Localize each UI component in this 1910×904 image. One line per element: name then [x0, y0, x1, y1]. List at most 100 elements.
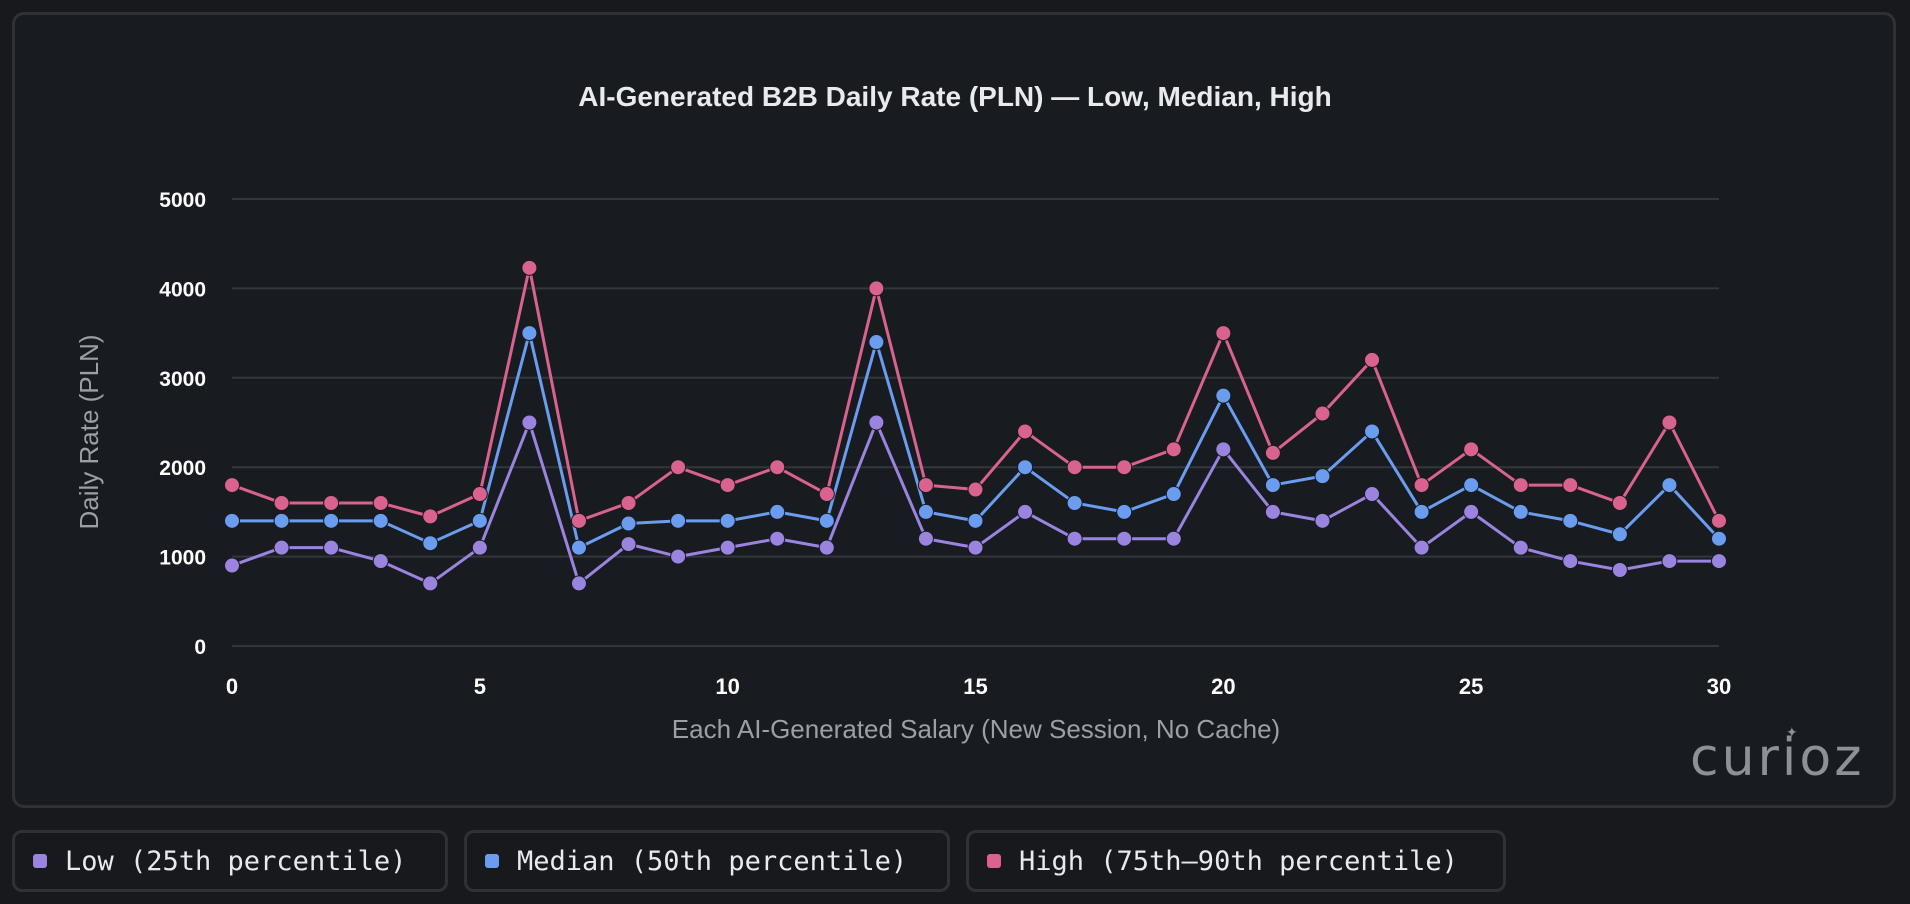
data-point-s2-27[interactable] [1562, 477, 1579, 494]
data-point-s1-15[interactable] [967, 512, 984, 529]
data-point-s0-27[interactable] [1562, 553, 1579, 570]
data-point-s0-2[interactable] [323, 539, 340, 556]
data-point-s2-6[interactable] [521, 259, 538, 276]
data-point-s1-26[interactable] [1512, 503, 1529, 520]
data-point-s1-6[interactable] [521, 325, 538, 342]
data-point-s1-28[interactable] [1611, 526, 1628, 543]
data-point-s1-19[interactable] [1165, 486, 1182, 503]
data-point-s0-4[interactable] [422, 575, 439, 592]
data-point-s0-1[interactable] [273, 539, 290, 556]
data-point-s2-17[interactable] [1066, 459, 1083, 476]
data-point-s1-18[interactable] [1116, 503, 1133, 520]
data-point-s0-26[interactable] [1512, 539, 1529, 556]
data-point-s0-14[interactable] [917, 530, 934, 547]
data-point-s2-26[interactable] [1512, 477, 1529, 494]
data-point-s2-14[interactable] [917, 477, 934, 494]
data-point-s2-23[interactable] [1364, 351, 1381, 368]
data-point-s1-12[interactable] [818, 512, 835, 529]
data-point-s1-23[interactable] [1364, 423, 1381, 440]
data-point-s2-25[interactable] [1463, 441, 1480, 458]
legend-item-low[interactable]: Low (25th percentile) [12, 830, 448, 892]
data-point-s0-5[interactable] [471, 539, 488, 556]
data-point-s0-19[interactable] [1165, 530, 1182, 547]
data-point-s1-20[interactable] [1215, 387, 1232, 404]
data-point-s1-10[interactable] [719, 512, 736, 529]
data-point-s0-24[interactable] [1413, 539, 1430, 556]
data-point-s0-29[interactable] [1661, 553, 1678, 570]
data-point-s2-19[interactable] [1165, 441, 1182, 458]
data-point-s0-10[interactable] [719, 539, 736, 556]
data-point-s1-24[interactable] [1413, 503, 1430, 520]
data-point-s0-28[interactable] [1611, 562, 1628, 579]
data-point-s0-16[interactable] [1017, 503, 1034, 520]
data-point-s0-0[interactable] [224, 557, 240, 574]
y-tick-label: 2000 [159, 457, 206, 480]
data-point-s2-9[interactable] [670, 459, 687, 476]
data-point-s1-8[interactable] [620, 515, 637, 532]
data-point-s0-11[interactable] [769, 530, 786, 547]
data-point-s1-25[interactable] [1463, 477, 1480, 494]
data-point-s2-0[interactable] [224, 477, 240, 494]
data-point-s1-13[interactable] [868, 334, 885, 351]
data-point-s2-4[interactable] [422, 508, 439, 525]
data-point-s2-30[interactable] [1711, 512, 1727, 529]
data-point-s0-7[interactable] [570, 575, 587, 592]
legend-item-high[interactable]: High (75th–90th percentile) [966, 830, 1506, 892]
data-point-s1-9[interactable] [670, 512, 687, 529]
data-point-s1-11[interactable] [769, 503, 786, 520]
data-point-s0-25[interactable] [1463, 503, 1480, 520]
data-point-s1-1[interactable] [273, 512, 290, 529]
data-point-s0-20[interactable] [1215, 441, 1232, 458]
data-point-s1-2[interactable] [323, 512, 340, 529]
data-point-s0-6[interactable] [521, 414, 538, 431]
legend-swatch-median [485, 854, 499, 868]
data-point-s0-22[interactable] [1314, 512, 1331, 529]
data-point-s2-20[interactable] [1215, 325, 1232, 342]
data-point-s2-15[interactable] [967, 481, 984, 498]
data-point-s2-16[interactable] [1017, 423, 1034, 440]
data-point-s0-21[interactable] [1264, 503, 1281, 520]
data-point-s2-21[interactable] [1264, 444, 1281, 461]
data-point-s1-30[interactable] [1711, 530, 1727, 547]
data-point-s2-8[interactable] [620, 494, 637, 511]
data-point-s1-3[interactable] [372, 512, 389, 529]
data-point-s0-13[interactable] [868, 414, 885, 431]
data-point-s1-0[interactable] [224, 512, 240, 529]
data-point-s1-27[interactable] [1562, 512, 1579, 529]
data-point-s0-23[interactable] [1364, 486, 1381, 503]
data-point-s2-10[interactable] [719, 477, 736, 494]
data-point-s2-29[interactable] [1661, 414, 1678, 431]
data-point-s1-4[interactable] [422, 535, 439, 552]
data-point-s2-2[interactable] [323, 494, 340, 511]
data-point-s0-17[interactable] [1066, 530, 1083, 547]
data-point-s0-18[interactable] [1116, 530, 1133, 547]
data-point-s0-15[interactable] [967, 539, 984, 556]
data-point-s1-7[interactable] [570, 539, 587, 556]
data-point-s1-14[interactable] [917, 503, 934, 520]
data-point-s0-8[interactable] [620, 536, 637, 553]
data-point-s1-29[interactable] [1661, 477, 1678, 494]
data-point-s1-5[interactable] [471, 512, 488, 529]
data-point-s1-16[interactable] [1017, 459, 1034, 476]
data-point-s0-3[interactable] [372, 553, 389, 570]
data-point-s2-24[interactable] [1413, 477, 1430, 494]
data-point-s0-9[interactable] [670, 548, 687, 565]
data-point-s2-3[interactable] [372, 494, 389, 511]
data-point-s1-17[interactable] [1066, 494, 1083, 511]
data-point-s2-11[interactable] [769, 459, 786, 476]
data-point-s2-7[interactable] [570, 512, 587, 529]
grid-lines [232, 198, 1719, 647]
legend-item-median[interactable]: Median (50th percentile) [464, 830, 950, 892]
y-tick-label: 0 [194, 636, 206, 659]
data-point-s1-21[interactable] [1264, 477, 1281, 494]
data-point-s2-22[interactable] [1314, 405, 1331, 422]
data-point-s2-12[interactable] [818, 486, 835, 503]
data-point-s0-12[interactable] [818, 539, 835, 556]
data-point-s2-13[interactable] [868, 280, 885, 297]
data-point-s2-28[interactable] [1611, 494, 1628, 511]
data-point-s0-30[interactable] [1711, 553, 1727, 570]
data-point-s2-18[interactable] [1116, 459, 1133, 476]
data-point-s2-5[interactable] [471, 486, 488, 503]
data-point-s2-1[interactable] [273, 494, 290, 511]
data-point-s1-22[interactable] [1314, 468, 1331, 485]
